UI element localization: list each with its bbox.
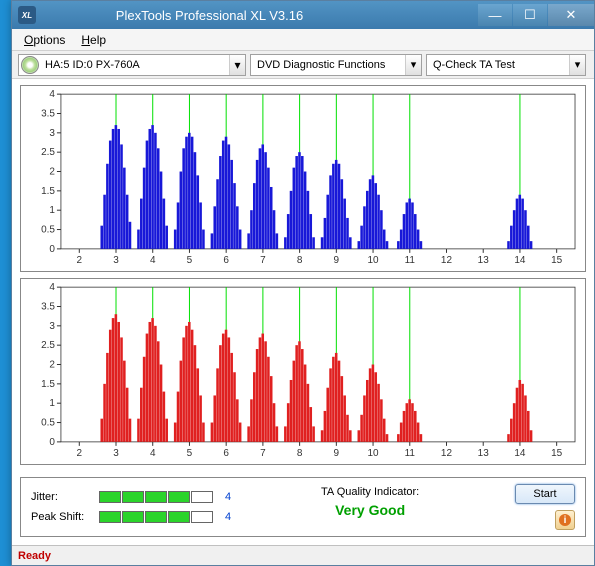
svg-text:6: 6: [223, 255, 229, 266]
top-chart: 0 0.5 1 1.5 2 2.5 3 3.5 4 2 3 4 5 6 7 8 9 10 11 12 13 14 15: [20, 85, 586, 272]
svg-text:12: 12: [441, 448, 453, 459]
svg-text:0: 0: [49, 244, 55, 255]
minimize-button[interactable]: —: [478, 4, 512, 26]
ta-grade: Very Good: [335, 502, 405, 518]
svg-text:2: 2: [49, 360, 55, 371]
svg-text:14: 14: [514, 448, 526, 459]
segment: [145, 511, 167, 523]
svg-text:13: 13: [478, 448, 490, 459]
svg-text:1.5: 1.5: [41, 186, 55, 197]
peakshift-row: Peak Shift: 4: [31, 511, 231, 523]
svg-text:15: 15: [551, 255, 563, 266]
svg-text:12: 12: [441, 255, 453, 266]
svg-text:2.5: 2.5: [41, 147, 55, 158]
metrics: Jitter: 4 Peak Shift: 4: [31, 491, 231, 523]
svg-text:2.5: 2.5: [41, 340, 55, 351]
function-combo[interactable]: DVD Diagnostic Functions ▾: [250, 54, 422, 76]
segment: [191, 511, 213, 523]
peakshift-value: 4: [225, 511, 231, 523]
drive-label: HA:5 ID:0 PX-760A: [41, 59, 229, 71]
svg-text:0.5: 0.5: [41, 418, 55, 429]
test-label: Q-Check TA Test: [427, 59, 569, 71]
segment: [168, 491, 190, 503]
svg-text:11: 11: [405, 255, 416, 266]
svg-text:8: 8: [297, 448, 303, 459]
svg-text:3: 3: [113, 448, 119, 459]
toolbar: HA:5 ID:0 PX-760A ▾ DVD Diagnostic Funct…: [12, 51, 594, 79]
segment: [99, 511, 121, 523]
window-title: PlexTools Professional XL V3.16: [42, 8, 477, 23]
close-button[interactable]: ✕: [548, 4, 594, 26]
svg-text:3: 3: [49, 321, 55, 332]
menu-options[interactable]: Options: [16, 31, 73, 49]
svg-text:15: 15: [551, 448, 563, 459]
peakshift-bar: [99, 511, 213, 523]
svg-text:1.5: 1.5: [41, 379, 55, 390]
chevron-down-icon: ▾: [229, 55, 245, 75]
ta-indicator: TA Quality Indicator: Very Good: [321, 486, 419, 518]
titlebar[interactable]: XL PlexTools Professional XL V3.16 — ☐ ✕: [12, 1, 594, 29]
segment: [145, 491, 167, 503]
svg-text:3.5: 3.5: [41, 108, 55, 119]
app-icon: XL: [18, 6, 36, 24]
jitter-bar: [99, 491, 213, 503]
svg-text:7: 7: [260, 448, 266, 459]
segment: [122, 491, 144, 503]
svg-text:6: 6: [223, 448, 229, 459]
segment: [168, 511, 190, 523]
disc-icon: [21, 56, 39, 74]
svg-text:3: 3: [113, 255, 119, 266]
info-button[interactable]: i: [555, 510, 575, 530]
svg-text:4: 4: [150, 255, 156, 266]
menu-help[interactable]: Help: [73, 31, 114, 49]
svg-text:10: 10: [368, 255, 380, 266]
svg-text:4: 4: [49, 89, 55, 100]
app-window: XL PlexTools Professional XL V3.16 — ☐ ✕…: [11, 0, 595, 566]
jitter-row: Jitter: 4: [31, 491, 231, 503]
svg-text:14: 14: [514, 255, 526, 266]
window-controls: — ☐ ✕: [477, 4, 594, 26]
start-button[interactable]: Start: [515, 484, 575, 504]
test-combo[interactable]: Q-Check TA Test ▾: [426, 54, 586, 76]
svg-text:5: 5: [187, 255, 193, 266]
svg-text:0.5: 0.5: [41, 225, 55, 236]
svg-text:13: 13: [478, 255, 490, 266]
svg-text:1: 1: [49, 398, 55, 409]
segment: [191, 491, 213, 503]
drive-selector[interactable]: HA:5 ID:0 PX-760A ▾: [18, 54, 246, 76]
bottom-chart: 0 0.5 1 1.5 2 2.5 3 3.5 4 2 3 4 5 6 7 8 9 10 11 12 13 14 15: [20, 278, 586, 465]
info-icon: i: [559, 514, 571, 526]
bottom-panel: Jitter: 4 Peak Shift: 4 TA Quality Indic…: [20, 477, 586, 537]
jitter-value: 4: [225, 491, 231, 503]
menubar: Options Help: [12, 29, 594, 51]
svg-text:0: 0: [49, 437, 55, 448]
svg-text:4: 4: [49, 282, 55, 293]
peakshift-label: Peak Shift:: [31, 511, 99, 523]
chevron-down-icon: ▾: [405, 55, 421, 75]
svg-text:2: 2: [77, 448, 83, 459]
svg-text:10: 10: [368, 448, 380, 459]
svg-text:7: 7: [260, 255, 266, 266]
ta-label: TA Quality Indicator:: [321, 486, 419, 498]
svg-text:2: 2: [49, 167, 55, 178]
svg-text:3: 3: [49, 128, 55, 139]
segment: [122, 511, 144, 523]
svg-text:9: 9: [334, 448, 340, 459]
status-text: Ready: [18, 550, 51, 562]
svg-text:3.5: 3.5: [41, 301, 55, 312]
svg-text:2: 2: [77, 255, 83, 266]
statusbar: Ready: [12, 545, 594, 565]
svg-text:5: 5: [187, 448, 193, 459]
function-label: DVD Diagnostic Functions: [251, 59, 405, 71]
svg-text:9: 9: [334, 255, 340, 266]
svg-text:8: 8: [297, 255, 303, 266]
svg-text:1: 1: [49, 205, 55, 216]
chart-area: 00.511.522.533.5423456789101112131415 00…: [12, 79, 594, 477]
chevron-down-icon: ▾: [569, 55, 585, 75]
svg-text:11: 11: [405, 448, 416, 459]
maximize-button[interactable]: ☐: [513, 4, 547, 26]
svg-text:4: 4: [150, 448, 156, 459]
segment: [99, 491, 121, 503]
jitter-label: Jitter:: [31, 491, 99, 503]
